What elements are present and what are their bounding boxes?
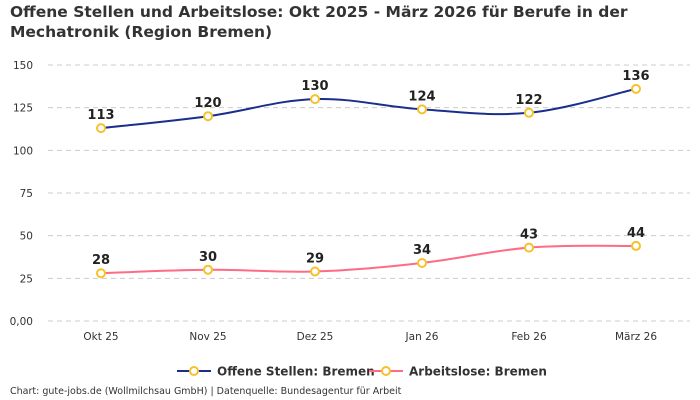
data-label: 28 — [92, 253, 110, 268]
x-tick-label: Dez 25 — [297, 331, 334, 343]
data-point — [524, 107, 534, 118]
y-tick-label: 150 — [13, 60, 33, 72]
y-tick-label: 75 — [20, 188, 33, 200]
chart-caption: Chart: gute-jobs.de (Wollmilchsau GmbH) … — [10, 386, 402, 397]
data-point — [524, 242, 534, 253]
legend-label: Offene Stellen: Bremen — [217, 365, 375, 379]
y-tick-label: 50 — [20, 231, 33, 243]
data-point — [631, 83, 641, 94]
data-point — [310, 94, 320, 105]
y-tick-label: 0,00 — [10, 316, 33, 328]
y-tick-label: 125 — [13, 103, 33, 115]
x-tick-label: März 26 — [615, 331, 657, 343]
series-line — [100, 87, 637, 130]
data-label: 44 — [627, 226, 645, 241]
data-point — [631, 240, 641, 251]
data-point — [96, 123, 106, 134]
y-tick-label: 100 — [13, 145, 33, 157]
x-tick-label: Nov 25 — [189, 331, 226, 343]
legend-marker — [189, 366, 199, 376]
data-point — [96, 268, 106, 279]
legend-marker — [381, 366, 391, 376]
data-label: 136 — [622, 69, 649, 84]
chart-title: Offene Stellen und Arbeitslose: Okt 2025… — [10, 3, 628, 41]
data-label: 122 — [515, 93, 542, 108]
data-point — [417, 257, 427, 268]
x-tick-label: Okt 25 — [83, 331, 118, 343]
x-tick-label: Jan 26 — [405, 331, 439, 343]
data-label: 30 — [199, 250, 217, 265]
legend-label: Arbeitslose: Bremen — [409, 365, 547, 379]
data-point — [203, 264, 213, 275]
data-label: 29 — [306, 252, 324, 267]
data-label: 124 — [408, 89, 435, 104]
data-label: 34 — [413, 243, 431, 258]
data-label: 43 — [520, 228, 538, 243]
x-tick-label: Feb 26 — [511, 331, 547, 343]
data-point — [417, 104, 427, 115]
data-point — [310, 266, 320, 277]
data-label: 130 — [301, 79, 328, 94]
data-label: 120 — [194, 96, 221, 111]
series-line — [100, 244, 637, 275]
data-point — [203, 111, 213, 122]
y-tick-label: 25 — [20, 273, 33, 285]
data-label: 113 — [87, 108, 114, 123]
